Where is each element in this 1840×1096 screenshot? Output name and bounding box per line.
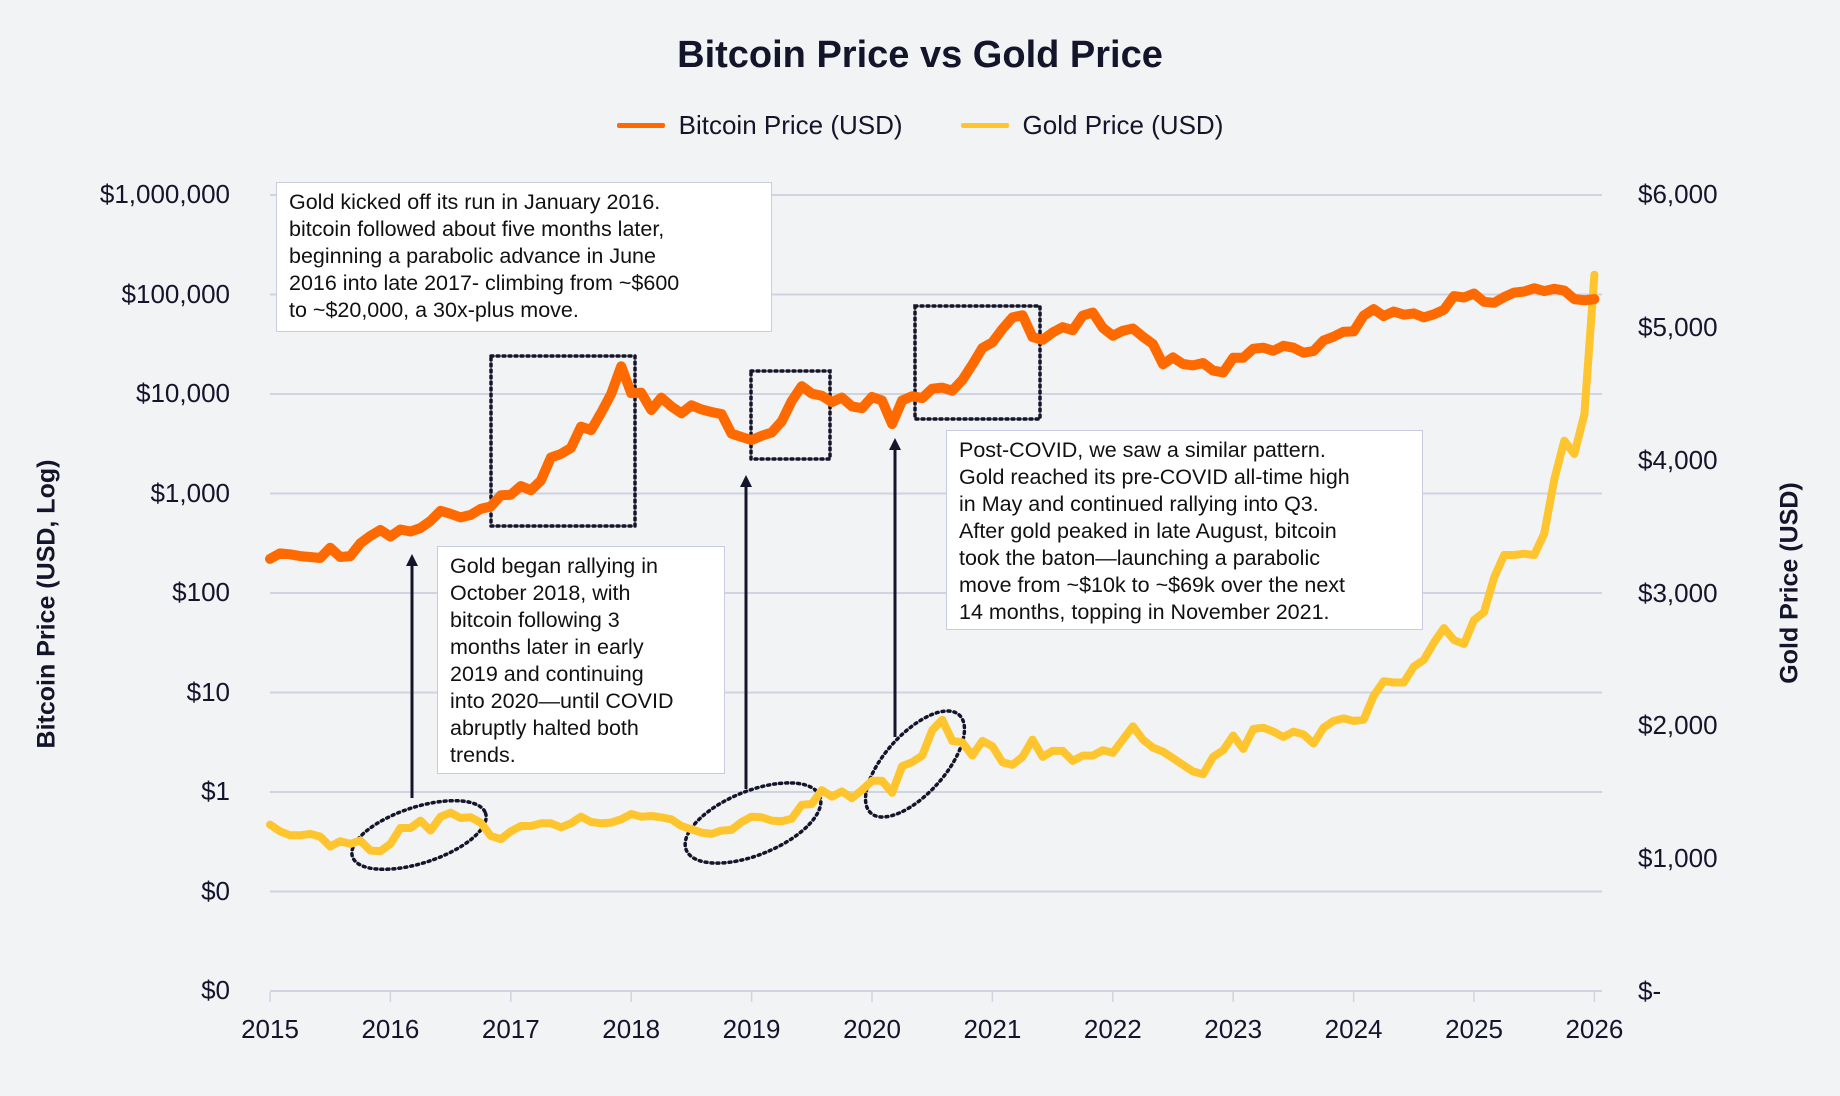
legend-label-bitcoin: Bitcoin Price (USD) — [678, 110, 903, 140]
x-tick-label: 2021 — [963, 1014, 1022, 1044]
y-right-tick-label: $4,000 — [1638, 444, 1718, 475]
y-right-tick-label: $3,000 — [1638, 577, 1718, 608]
annotation-2018: Gold began rallying in October 2018, wit… — [437, 546, 725, 774]
chart-title: Bitcoin Price vs Gold Price — [677, 34, 1163, 76]
x-tick-label: 2022 — [1083, 1014, 1142, 1044]
gold-price-line — [266, 270, 1599, 856]
bitcoin-price-line — [265, 283, 1600, 564]
x-tick-label: 2015 — [241, 1014, 299, 1044]
annotation-2016: Gold kicked off its run in January 2016.… — [276, 182, 772, 332]
highlight-ellipse — [683, 781, 823, 865]
x-tick-label: 2023 — [1204, 1014, 1263, 1044]
x-tick-label: 2016 — [361, 1014, 420, 1044]
y-left-tick-label: $10,000 — [136, 378, 230, 408]
legend: Bitcoin Price (USD) Gold Price (USD) — [0, 110, 1840, 141]
x-tick-label: 2020 — [843, 1014, 901, 1044]
y-right-tick-label: $- — [1638, 976, 1662, 1006]
x-tick-label: 2025 — [1445, 1014, 1503, 1044]
highlight-box — [749, 369, 832, 461]
x-tick-label: 2026 — [1565, 1014, 1624, 1044]
legend-label-gold: Gold Price (USD) — [1022, 110, 1224, 140]
arrow-head-icon — [889, 438, 901, 450]
y-left-tick-label: $100 — [172, 577, 230, 607]
y-right-tick-label: $5,000 — [1638, 311, 1718, 342]
y-right-tick-label: $6,000 — [1638, 179, 1718, 209]
arrow-head-icon — [740, 475, 752, 487]
highlight-box — [489, 354, 637, 528]
highlight-ellipse — [863, 709, 967, 819]
y-right-tick-label: $1,000 — [1638, 843, 1718, 874]
legend-swatch-gold — [960, 123, 1009, 128]
legend-item-gold: Gold Price (USD) — [960, 110, 1224, 141]
x-tick-label: 2024 — [1324, 1014, 1383, 1044]
y-left-tick-label: $10 — [186, 676, 230, 707]
y-left-tick-label: $0 — [201, 875, 230, 906]
y-left-tick-label: $1,000,000 — [99, 179, 230, 209]
highlight-box — [913, 304, 1042, 421]
y-left-tick-label: $100,000 — [121, 278, 230, 309]
legend-item-bitcoin: Bitcoin Price (USD) — [616, 110, 903, 141]
y-left-tick-label: $1,000 — [150, 477, 230, 508]
legend-swatch-bitcoin — [616, 123, 665, 128]
y-right-tick-label: $2,000 — [1638, 710, 1718, 741]
y-left-tick-label: $1 — [201, 776, 230, 806]
x-tick-label: 2018 — [602, 1014, 661, 1044]
annotation-covid: Post-COVID, we saw a similar pattern. Go… — [946, 430, 1423, 630]
y-left-tick-label: $0 — [201, 975, 230, 1005]
x-tick-label: 2017 — [481, 1014, 540, 1044]
x-tick-label: 2019 — [722, 1014, 781, 1044]
highlight-ellipse — [350, 798, 488, 872]
arrow-head-icon — [406, 554, 418, 566]
